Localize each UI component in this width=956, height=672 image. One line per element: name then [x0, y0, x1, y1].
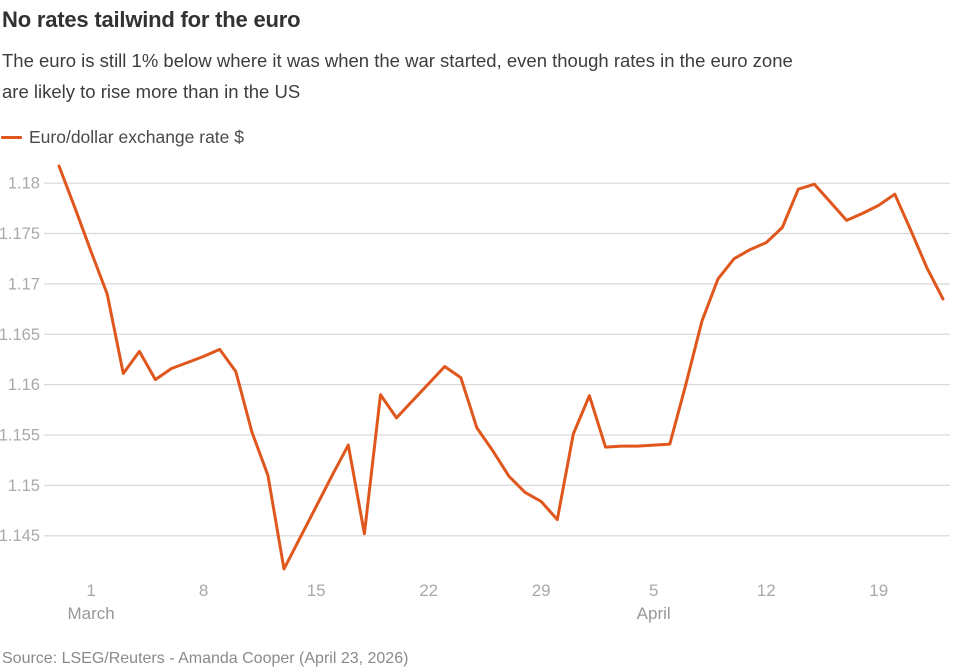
legend: Euro/dollar exchange rate $: [1, 127, 244, 148]
legend-label: Euro/dollar exchange rate $: [29, 127, 244, 147]
y-tick-label: 1.155: [0, 426, 40, 444]
month-label: March: [68, 604, 115, 623]
x-tick-label: 22: [419, 581, 438, 600]
x-tick-label: 1: [86, 581, 95, 600]
page-title: No rates tailwind for the euro: [2, 7, 301, 32]
y-tick-label: 1.165: [0, 326, 40, 344]
x-tick-label: 8: [199, 581, 208, 600]
source-attribution: Source: LSEG/Reuters - Amanda Cooper (Ap…: [2, 650, 409, 667]
x-tick-label: 29: [532, 581, 551, 600]
chart-subtitle: The euro is still 1% below where it was …: [2, 45, 793, 107]
y-tick-label: 1.16: [8, 376, 40, 394]
y-tick-label: 1.17: [8, 275, 40, 293]
subtitle-line-2: are likely to rise more than in the US: [2, 81, 301, 102]
y-tick-label: 1.18: [8, 175, 40, 193]
x-tick-label: 5: [649, 581, 658, 600]
subtitle-line-1: The euro is still 1% below where it was …: [2, 50, 793, 71]
y-tick-label: 1.15: [8, 477, 40, 495]
y-tick-label: 1.175: [0, 225, 40, 243]
x-tick-label: 15: [307, 581, 326, 600]
y-tick-label: 1.145: [0, 527, 40, 545]
month-label: April: [637, 604, 671, 623]
legend-line-swatch: [1, 136, 22, 139]
x-tick-label: 19: [869, 581, 888, 600]
euro-dollar-rate-line: [57, 164, 945, 571]
x-tick-label: 12: [757, 581, 776, 600]
